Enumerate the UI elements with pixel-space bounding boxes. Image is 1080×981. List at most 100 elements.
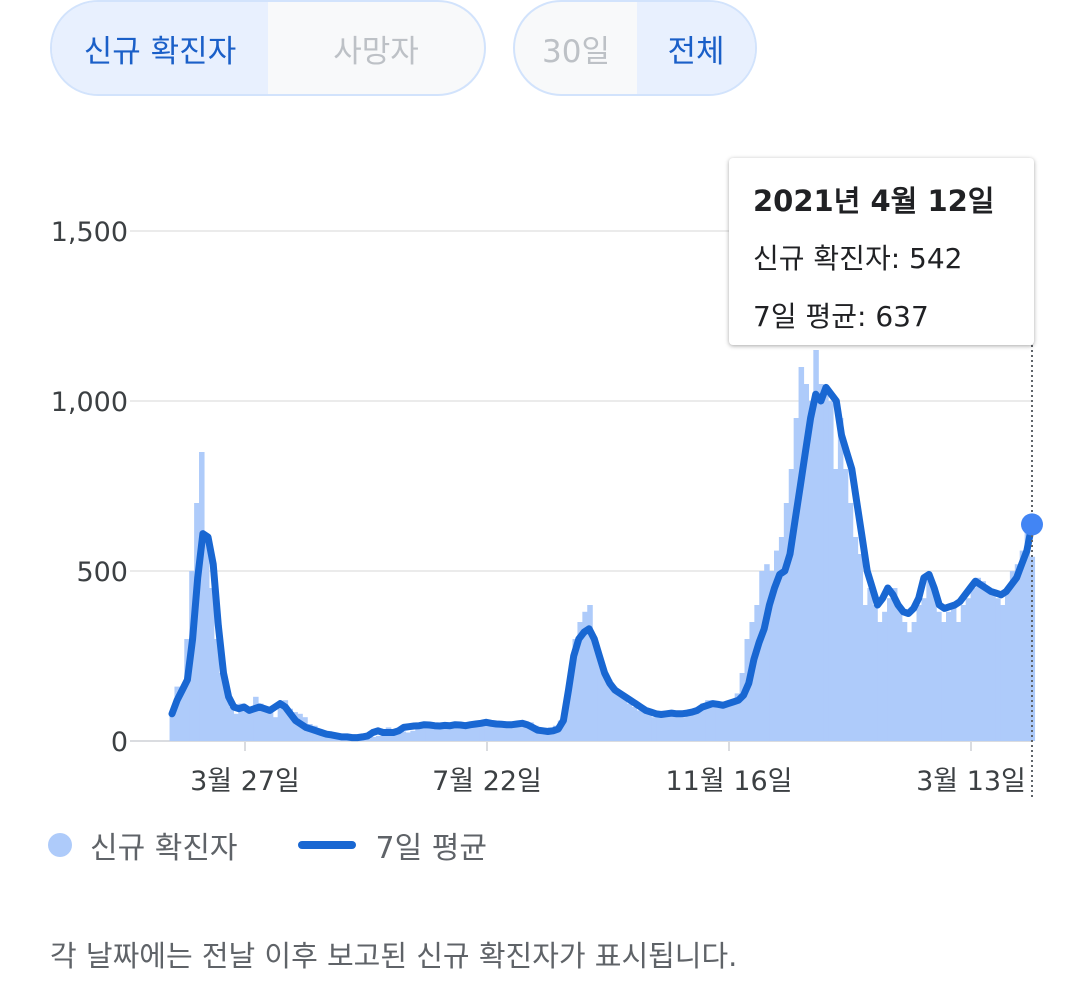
bar — [577, 622, 583, 741]
bar — [616, 693, 623, 741]
bar — [734, 693, 741, 741]
y-tick-label: 0 — [111, 727, 128, 758]
bar — [660, 713, 667, 741]
bar — [656, 715, 662, 741]
bar — [1024, 520, 1031, 741]
bar — [228, 707, 235, 741]
x-tick-label: 3월 27일 — [190, 766, 300, 797]
bar — [592, 639, 598, 741]
bar — [543, 729, 549, 741]
bar — [921, 598, 927, 741]
legend-line-swatch — [297, 841, 356, 849]
bar — [651, 717, 657, 741]
bar — [488, 722, 495, 741]
bar — [366, 738, 372, 741]
bar — [508, 724, 515, 741]
bar — [990, 594, 996, 741]
bar — [479, 725, 485, 741]
bar — [434, 724, 441, 741]
legend-line-label: 7일 평균 — [375, 831, 487, 866]
bar — [380, 732, 387, 741]
bar — [606, 679, 613, 741]
bar — [179, 690, 185, 741]
bar — [995, 598, 1001, 741]
bar — [218, 673, 225, 741]
bar — [282, 700, 289, 741]
bar — [705, 700, 711, 741]
bar — [936, 611, 942, 741]
bar — [823, 394, 829, 741]
bar — [430, 725, 436, 741]
bar — [960, 605, 967, 741]
bar — [287, 708, 293, 741]
bar — [518, 725, 524, 741]
bar — [469, 722, 475, 741]
legend-bars-swatch — [48, 833, 72, 857]
bar — [582, 611, 588, 741]
bar — [882, 611, 888, 741]
bar — [621, 696, 628, 741]
bar — [174, 686, 180, 741]
bar — [410, 730, 416, 741]
bar — [852, 537, 859, 741]
bar — [793, 418, 800, 741]
bar — [975, 577, 981, 741]
range-option-30-days[interactable]: 30일 — [542, 33, 610, 70]
bar — [970, 588, 977, 741]
bar — [567, 673, 574, 741]
bar — [203, 537, 210, 741]
bar — [602, 673, 608, 741]
bar — [754, 605, 760, 741]
x-tick-label: 11월 16일 — [666, 766, 793, 797]
chart-footnote: 각 날짜에는 전날 이후 보고된 신규 확진자가 표시됩니다. — [50, 939, 738, 973]
y-tick-label: 1,500 — [51, 217, 128, 248]
bar — [233, 713, 239, 741]
metric-toggle: 신규 확진자 사망자 — [50, 0, 486, 96]
bar — [1009, 571, 1016, 741]
bar — [985, 588, 991, 741]
bar — [955, 622, 962, 741]
y-tick-label: 500 — [76, 557, 128, 588]
bar — [670, 715, 677, 741]
y-tick-label: 1,000 — [51, 387, 128, 418]
bar — [700, 703, 706, 741]
bar — [454, 724, 461, 741]
bar — [169, 713, 176, 741]
bar — [872, 605, 878, 741]
bar — [808, 401, 814, 741]
bar — [258, 703, 264, 741]
cases-chart[interactable]: 0 500 1,000 1,500 3월 27일 7월 22일 11월 16일 3월 13일 — [0, 0, 1080, 820]
bar — [449, 725, 456, 741]
bar — [729, 700, 736, 741]
bar — [208, 588, 215, 741]
range-option-all[interactable]: 전체 — [637, 2, 755, 94]
bar — [965, 598, 972, 741]
bar — [248, 707, 254, 741]
bar — [788, 469, 795, 741]
bar — [199, 452, 205, 741]
bar — [292, 712, 298, 741]
metric-option-new-cases[interactable]: 신규 확진자 — [52, 2, 268, 94]
bar — [847, 503, 854, 741]
range-toggle: 30일 전체 — [513, 0, 757, 96]
bar — [911, 622, 918, 741]
bar — [901, 622, 908, 741]
bar — [262, 710, 269, 741]
bar — [626, 703, 633, 741]
bar — [184, 639, 190, 741]
tooltip-date: 2021년 4월 12일 — [753, 184, 995, 218]
bar — [685, 713, 692, 741]
bar — [636, 710, 642, 741]
metric-option-deaths[interactable]: 사망자 — [333, 33, 419, 70]
bar — [1014, 564, 1021, 741]
bar — [562, 707, 569, 741]
bar — [597, 656, 603, 741]
bar — [371, 736, 377, 741]
bar — [764, 564, 770, 741]
bar — [267, 712, 274, 741]
bar — [675, 713, 682, 741]
bar — [459, 724, 465, 741]
bar — [926, 577, 932, 741]
bar — [213, 639, 220, 741]
bar — [1000, 605, 1006, 741]
